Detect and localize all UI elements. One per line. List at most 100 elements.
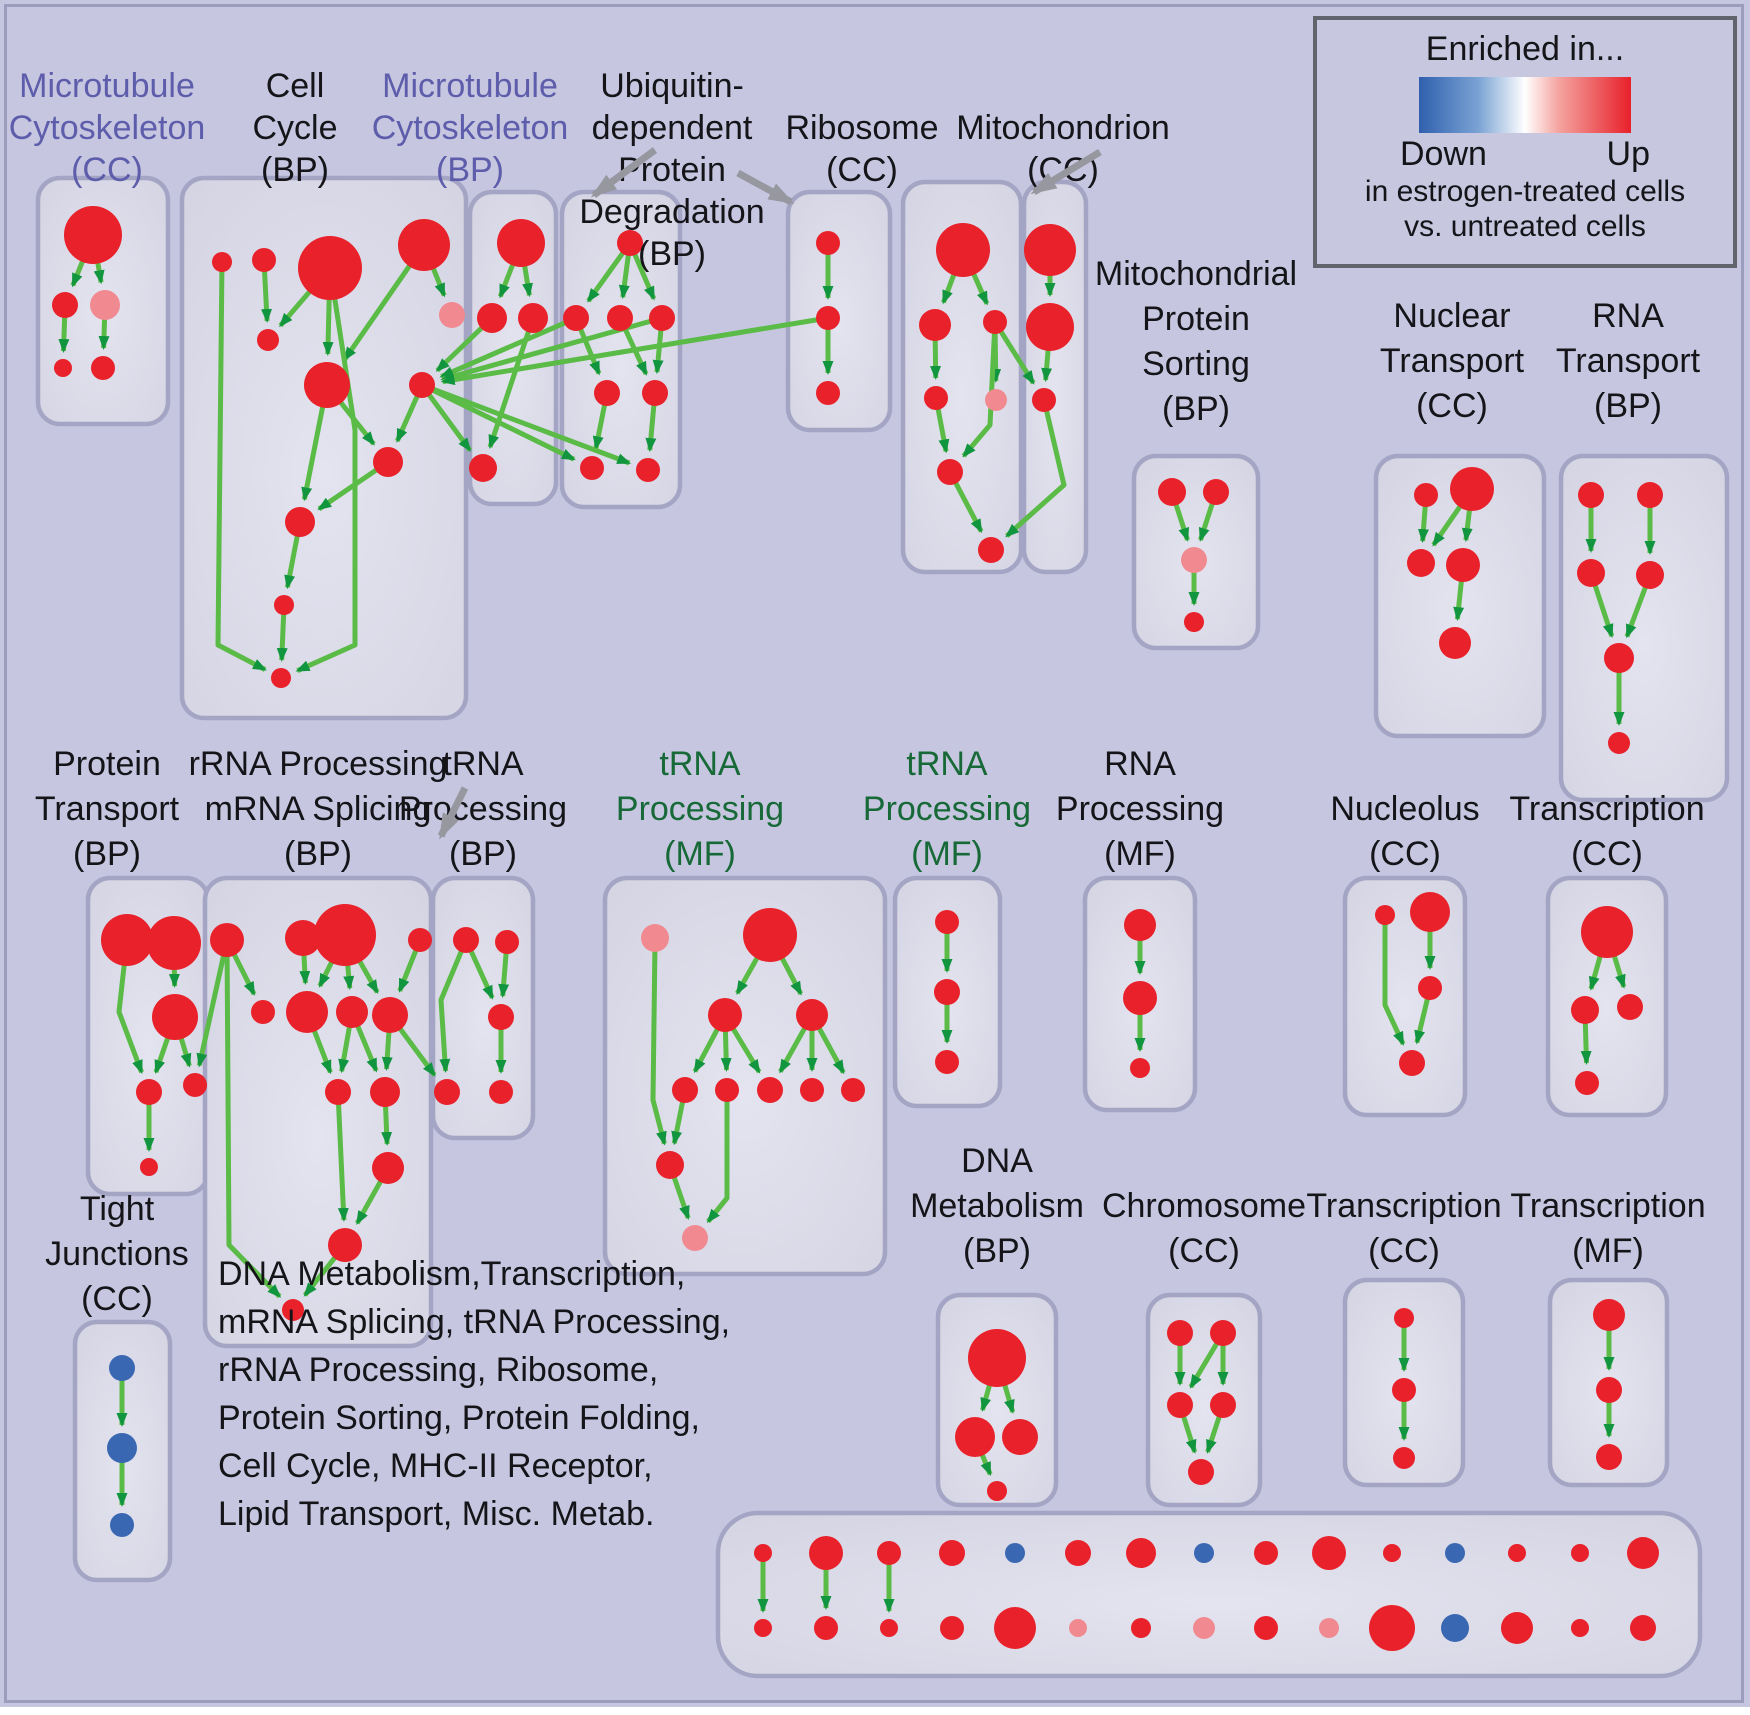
go-term-node bbox=[617, 230, 643, 256]
go-term-node bbox=[1608, 732, 1630, 754]
cluster-label-dna-metabolism-bp: DNA bbox=[961, 1142, 1033, 1180]
misc-line: DNA Metabolism,Transcription, bbox=[218, 1255, 686, 1293]
go-term-node bbox=[1446, 548, 1480, 582]
cluster-label-ubiquitin-degradation-bp-1: Degradation bbox=[579, 193, 764, 231]
cluster-label-ribosome-cc: Ribosome bbox=[785, 109, 938, 147]
go-term-node bbox=[518, 303, 548, 333]
enrichment-edge bbox=[381, 1104, 393, 1146]
go-term-node bbox=[877, 1541, 901, 1565]
cluster-label-ubiquitin-degradation-bp-1: dependent bbox=[592, 109, 753, 147]
go-term-node bbox=[1394, 1308, 1414, 1328]
cluster-label-nuclear-transport-cc: Transport bbox=[1380, 342, 1525, 380]
go-term-node bbox=[453, 927, 479, 953]
go-term-node bbox=[1596, 1377, 1622, 1403]
enrichment-edge bbox=[586, 250, 626, 303]
go-term-node bbox=[1571, 996, 1599, 1024]
go-term-node bbox=[1410, 892, 1450, 932]
enrichment-edge bbox=[336, 1102, 349, 1222]
enrichment-edge bbox=[1205, 1414, 1222, 1454]
go-term-node bbox=[1369, 1605, 1415, 1651]
go-term-node bbox=[372, 997, 408, 1033]
enrichment-edge bbox=[1005, 409, 1067, 538]
go-term-node bbox=[1194, 1543, 1214, 1563]
enrichment-edge bbox=[1041, 348, 1053, 383]
go-term-node bbox=[814, 1616, 838, 1640]
go-term-node bbox=[1158, 478, 1186, 506]
enrichment-edge bbox=[322, 297, 334, 356]
enrichment-edge bbox=[1198, 501, 1215, 542]
go-term-node bbox=[1167, 1392, 1193, 1418]
enrichment-edge bbox=[395, 394, 420, 443]
enrichment-edge bbox=[1180, 1414, 1198, 1454]
go-term-node bbox=[1126, 1538, 1156, 1568]
enrichment-edge bbox=[577, 327, 602, 376]
cluster-label-nucleolus-cc: (CC) bbox=[1369, 835, 1441, 873]
go-term-node bbox=[708, 998, 742, 1032]
enrichment-edge bbox=[1418, 504, 1429, 544]
cluster-box-ribosome-cc bbox=[900, 179, 1024, 575]
go-term-node bbox=[1026, 303, 1074, 351]
enrichment-edge bbox=[1580, 1021, 1592, 1065]
cluster-label-tight-junctions-cc: (CC) bbox=[81, 1280, 153, 1318]
enrichment-edge bbox=[778, 1025, 808, 1074]
cluster-label-trna-processing-mf-1: tRNA bbox=[659, 745, 741, 783]
legend-condition-line2: vs. untreated cells bbox=[1404, 210, 1646, 243]
misc-line: Cell Cycle, MHC-II Receptor, bbox=[218, 1447, 653, 1485]
legend-condition-line1: in estrogen-treated cells bbox=[1364, 175, 1686, 208]
go-term-node bbox=[924, 386, 948, 410]
cluster-box-misc-cluster bbox=[715, 1510, 1703, 1679]
go-term-node bbox=[1383, 1544, 1401, 1562]
go-term-node bbox=[1581, 906, 1633, 958]
enrichment-edge bbox=[317, 467, 379, 512]
go-term-node bbox=[796, 999, 828, 1031]
go-term-node bbox=[1596, 1444, 1622, 1470]
go-term-node bbox=[809, 1536, 843, 1570]
enrichment-edge bbox=[355, 1178, 384, 1225]
enrichment-edge bbox=[720, 1029, 732, 1072]
enrichment-edge bbox=[116, 963, 144, 1075]
go-term-node bbox=[940, 1616, 964, 1640]
go-term-node bbox=[1184, 612, 1204, 632]
cluster-label-trna-processing-bp: (BP) bbox=[449, 835, 517, 873]
go-term-node bbox=[136, 1079, 162, 1105]
go-term-node bbox=[649, 305, 675, 331]
go-term-node bbox=[52, 292, 78, 318]
go-term-node bbox=[101, 914, 153, 966]
cluster-label-trna-processing-mf-2: Processing bbox=[863, 790, 1031, 828]
go-term-node bbox=[1418, 976, 1442, 1000]
go-term-node bbox=[919, 309, 951, 341]
go-term-node bbox=[935, 910, 959, 934]
go-term-node bbox=[183, 1073, 207, 1097]
go-term-node bbox=[934, 979, 960, 1005]
cluster-label-dna-metabolism-bp: Metabolism bbox=[910, 1187, 1084, 1225]
go-term-node bbox=[939, 1540, 965, 1566]
legend-down-label: Down bbox=[1400, 135, 1487, 173]
go-term-node bbox=[715, 1078, 739, 1102]
cluster-label-microtubule-cytoskeleton-bp: Cytoskeleton bbox=[372, 109, 569, 147]
enrichment-edge bbox=[1624, 585, 1649, 639]
go-term-node bbox=[1627, 1537, 1659, 1569]
go-term-node bbox=[1319, 1618, 1339, 1638]
enrichment-edge bbox=[952, 480, 984, 534]
enrichment-edge bbox=[1382, 923, 1406, 1046]
go-term-node bbox=[935, 1050, 959, 1074]
enrichment-edge bbox=[178, 1036, 192, 1068]
enrichment-edge bbox=[311, 1028, 333, 1075]
go-term-node bbox=[800, 1078, 824, 1102]
go-term-node bbox=[286, 991, 328, 1033]
enrichment-edge bbox=[706, 1100, 730, 1224]
go-term-node bbox=[1571, 1544, 1589, 1562]
go-term-node bbox=[1181, 547, 1207, 573]
enrichment-edge bbox=[632, 252, 657, 301]
go-term-node bbox=[1637, 482, 1663, 508]
go-term-node bbox=[1604, 643, 1634, 673]
label-callout-arrow bbox=[736, 169, 795, 206]
enrichment-edge bbox=[439, 320, 567, 379]
go-term-node bbox=[408, 928, 432, 952]
go-term-node bbox=[1203, 479, 1229, 505]
cluster-label-chromosome-cc: Chromosome bbox=[1102, 1187, 1306, 1225]
go-term-node bbox=[642, 380, 668, 406]
cluster-label-transcription-cc-mid: (CC) bbox=[1571, 835, 1643, 873]
cluster-label-mitochondrial-protein-sorting-bp: Protein bbox=[1142, 300, 1250, 338]
